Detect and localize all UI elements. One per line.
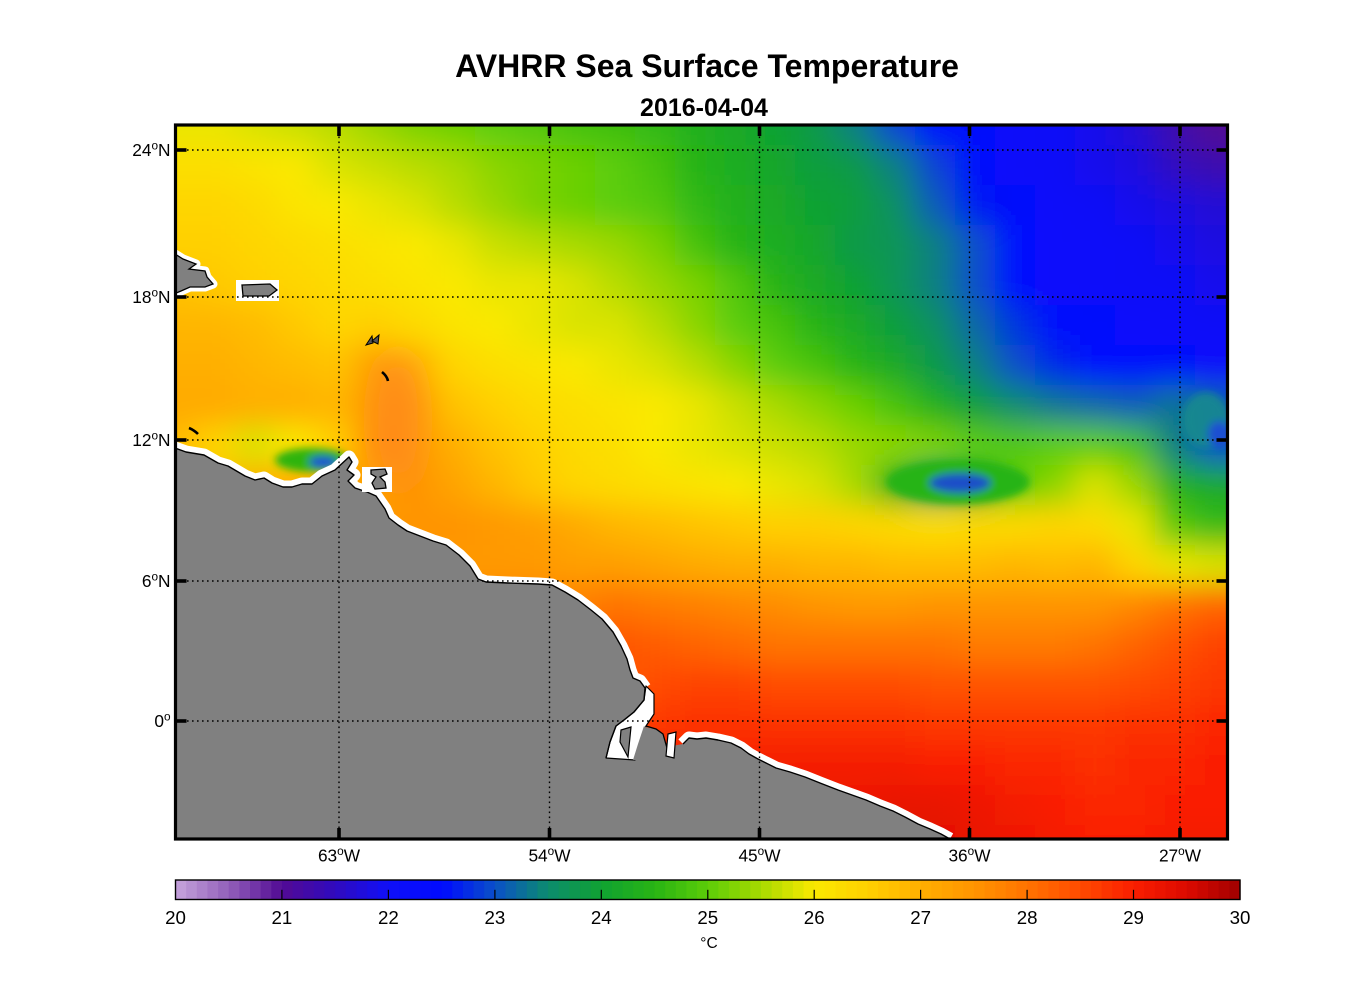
svg-text:27oW: 27oW [1159, 844, 1202, 866]
svg-text:24: 24 [591, 907, 612, 928]
svg-text:6oN: 6oN [142, 570, 171, 592]
svg-text:2016-04-04: 2016-04-04 [640, 94, 768, 122]
svg-text:26: 26 [804, 907, 825, 928]
svg-text:12oN: 12oN [132, 429, 170, 451]
svg-text:°C: °C [700, 935, 717, 952]
svg-text:27: 27 [910, 907, 931, 928]
svg-text:30: 30 [1230, 907, 1251, 928]
svg-text:21: 21 [272, 907, 293, 928]
svg-text:24oN: 24oN [132, 139, 170, 161]
svg-text:45oW: 45oW [738, 844, 781, 866]
svg-text:36oW: 36oW [948, 844, 991, 866]
svg-text:AVHRR Sea Surface Temperature: AVHRR Sea Surface Temperature [455, 48, 959, 84]
svg-text:54oW: 54oW [528, 844, 571, 866]
svg-text:22: 22 [378, 907, 399, 928]
svg-text:25: 25 [697, 907, 718, 928]
svg-text:63oW: 63oW [318, 844, 361, 866]
svg-text:23: 23 [485, 907, 506, 928]
svg-text:29: 29 [1123, 907, 1144, 928]
svg-text:20: 20 [165, 907, 186, 928]
svg-text:28: 28 [1017, 907, 1038, 928]
svg-text:18oN: 18oN [132, 286, 170, 308]
